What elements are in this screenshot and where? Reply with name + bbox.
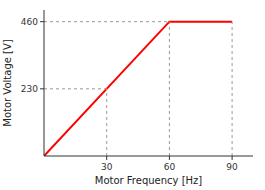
x-tick-label: 60 [164, 162, 176, 172]
guide-line [44, 21, 169, 22]
guide-line [232, 22, 233, 156]
guide-line [106, 89, 107, 156]
data-line [44, 22, 232, 156]
y-tick-label: 460 [21, 17, 38, 27]
x-tick [106, 156, 107, 160]
x-axis [44, 156, 253, 157]
y-tick-label: 230 [21, 84, 38, 94]
chart: 30 60 90 230 460 Motor Frequency [Hz] Motor Vo… [0, 0, 265, 190]
x-tick-label: 30 [101, 162, 113, 172]
y-tick [40, 88, 44, 89]
x-tick [232, 156, 233, 160]
x-tick-label: 90 [226, 162, 238, 172]
y-axis [44, 10, 45, 156]
y-axis-label: Motor Voltage [V] [2, 39, 13, 127]
x-axis-label: Motor Frequency [Hz] [95, 175, 203, 186]
guide-line [169, 22, 170, 156]
x-tick [169, 156, 170, 160]
y-tick [40, 21, 44, 22]
guide-line [44, 88, 107, 89]
plot-area [44, 22, 232, 156]
